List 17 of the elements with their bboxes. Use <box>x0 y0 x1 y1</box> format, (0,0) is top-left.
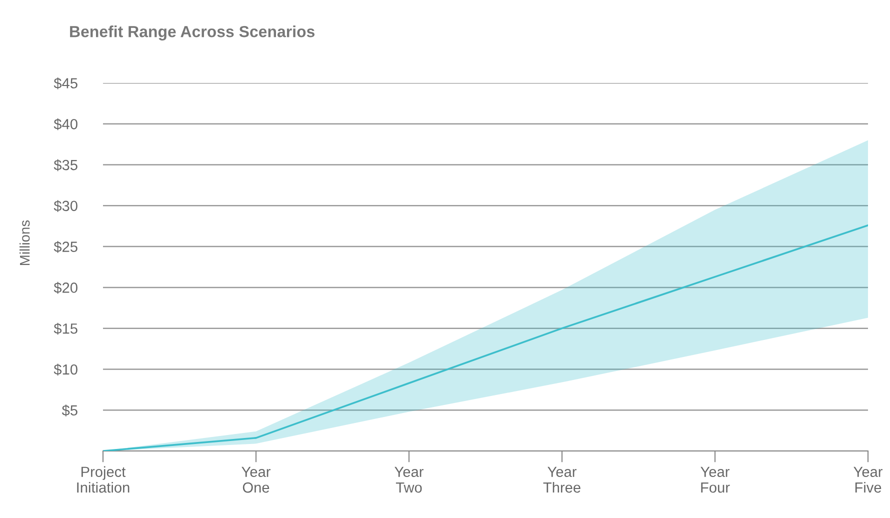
y-tick-label: $30 <box>54 200 78 212</box>
y-tick-label: $25 <box>54 241 78 253</box>
x-tick-label: Year Three <box>543 466 580 493</box>
x-tick-label: Year Four <box>700 466 730 493</box>
x-tick-label: Year One <box>242 466 270 493</box>
y-tick-label: $40 <box>54 118 78 130</box>
x-tick-label: Year Two <box>394 466 424 493</box>
y-tick-label: $35 <box>54 159 78 172</box>
y-tick-label: $10 <box>54 364 78 376</box>
x-tick-label: Year Five <box>854 466 882 493</box>
y-tick-label: $5 <box>62 404 78 416</box>
x-tick-label: Project Initiation <box>77 466 130 493</box>
y-tick-label: $20 <box>54 282 78 294</box>
y-tick-label: $15 <box>54 322 78 335</box>
y-axis-title: Millions <box>20 220 30 266</box>
y-tick-label: $45 <box>54 77 78 90</box>
chart-title: Benefit Range Across Scenarios <box>70 26 315 40</box>
